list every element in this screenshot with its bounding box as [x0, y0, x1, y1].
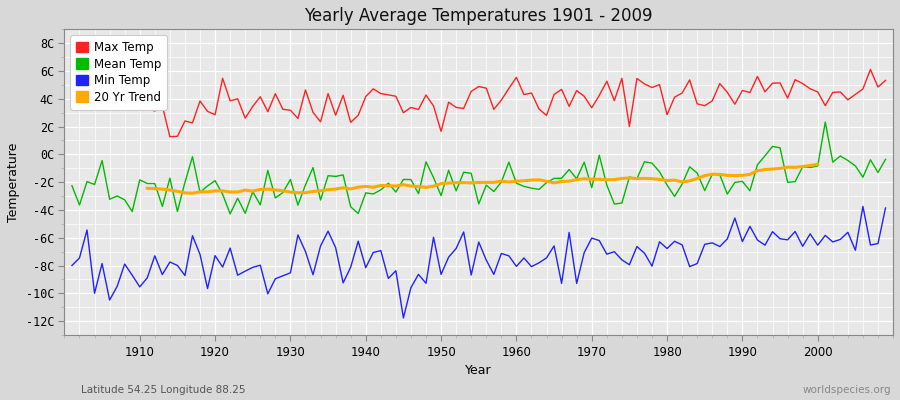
- Title: Yearly Average Temperatures 1901 - 2009: Yearly Average Temperatures 1901 - 2009: [304, 7, 653, 25]
- Text: Latitude 54.25 Longitude 88.25: Latitude 54.25 Longitude 88.25: [81, 385, 246, 395]
- Text: worldspecies.org: worldspecies.org: [803, 385, 891, 395]
- Y-axis label: Temperature: Temperature: [7, 142, 20, 222]
- X-axis label: Year: Year: [465, 364, 492, 377]
- Legend: Max Temp, Mean Temp, Min Temp, 20 Yr Trend: Max Temp, Mean Temp, Min Temp, 20 Yr Tre…: [70, 35, 167, 110]
